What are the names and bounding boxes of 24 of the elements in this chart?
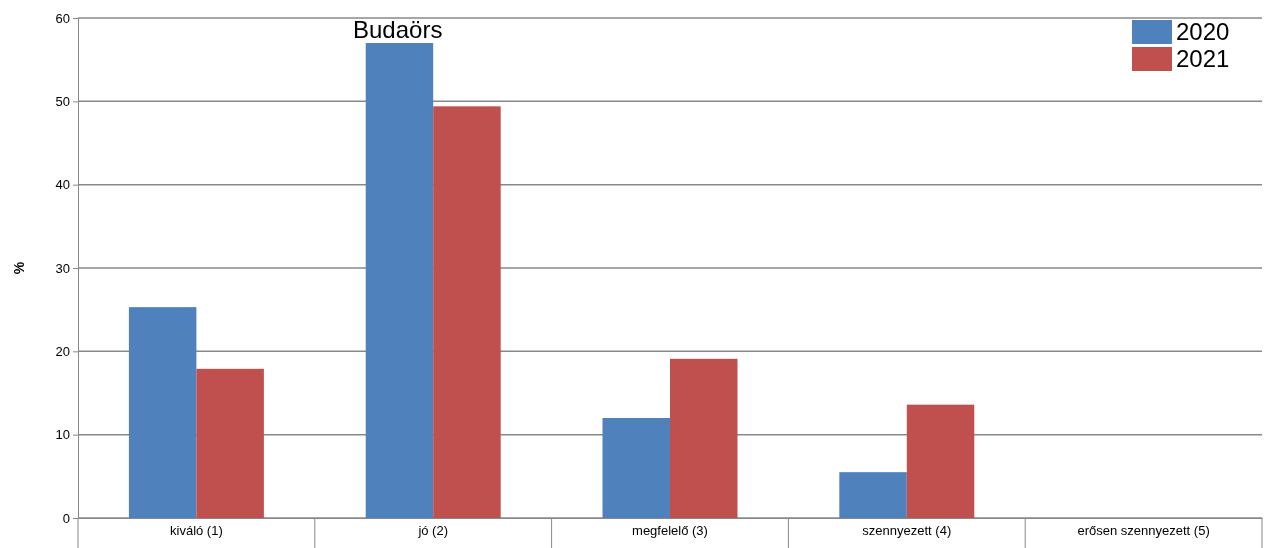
chart-title: Budaörs: [352, 16, 443, 43]
bar: [196, 368, 264, 518]
y-tick-label: 60: [55, 10, 70, 26]
y-tick-label: 30: [55, 260, 70, 276]
y-tick-label: 20: [55, 343, 70, 359]
legend-label: 2021: [1176, 45, 1230, 72]
bar: [670, 358, 738, 518]
bar: [365, 43, 434, 518]
legend-label: 2020: [1176, 18, 1230, 45]
bar: [839, 472, 907, 518]
x-tick-label: kiváló (1): [170, 523, 223, 539]
y-tick-label: 50: [55, 93, 70, 109]
y-tick-label: 10: [55, 427, 70, 443]
bar: [433, 106, 501, 518]
x-tick-label: erősen szennyezett (5): [1077, 523, 1210, 539]
x-tick-label: megfelelő (3): [632, 523, 708, 539]
y-tick-label: 40: [55, 177, 70, 193]
x-tick-label: jó (2): [417, 523, 449, 539]
x-tick-label: szennyezett (4): [862, 523, 952, 539]
bar: [602, 418, 670, 518]
bar: [128, 307, 197, 518]
bar: [906, 404, 975, 518]
y-tick-label: 0: [62, 510, 70, 526]
y-axis-title: %: [11, 261, 27, 275]
